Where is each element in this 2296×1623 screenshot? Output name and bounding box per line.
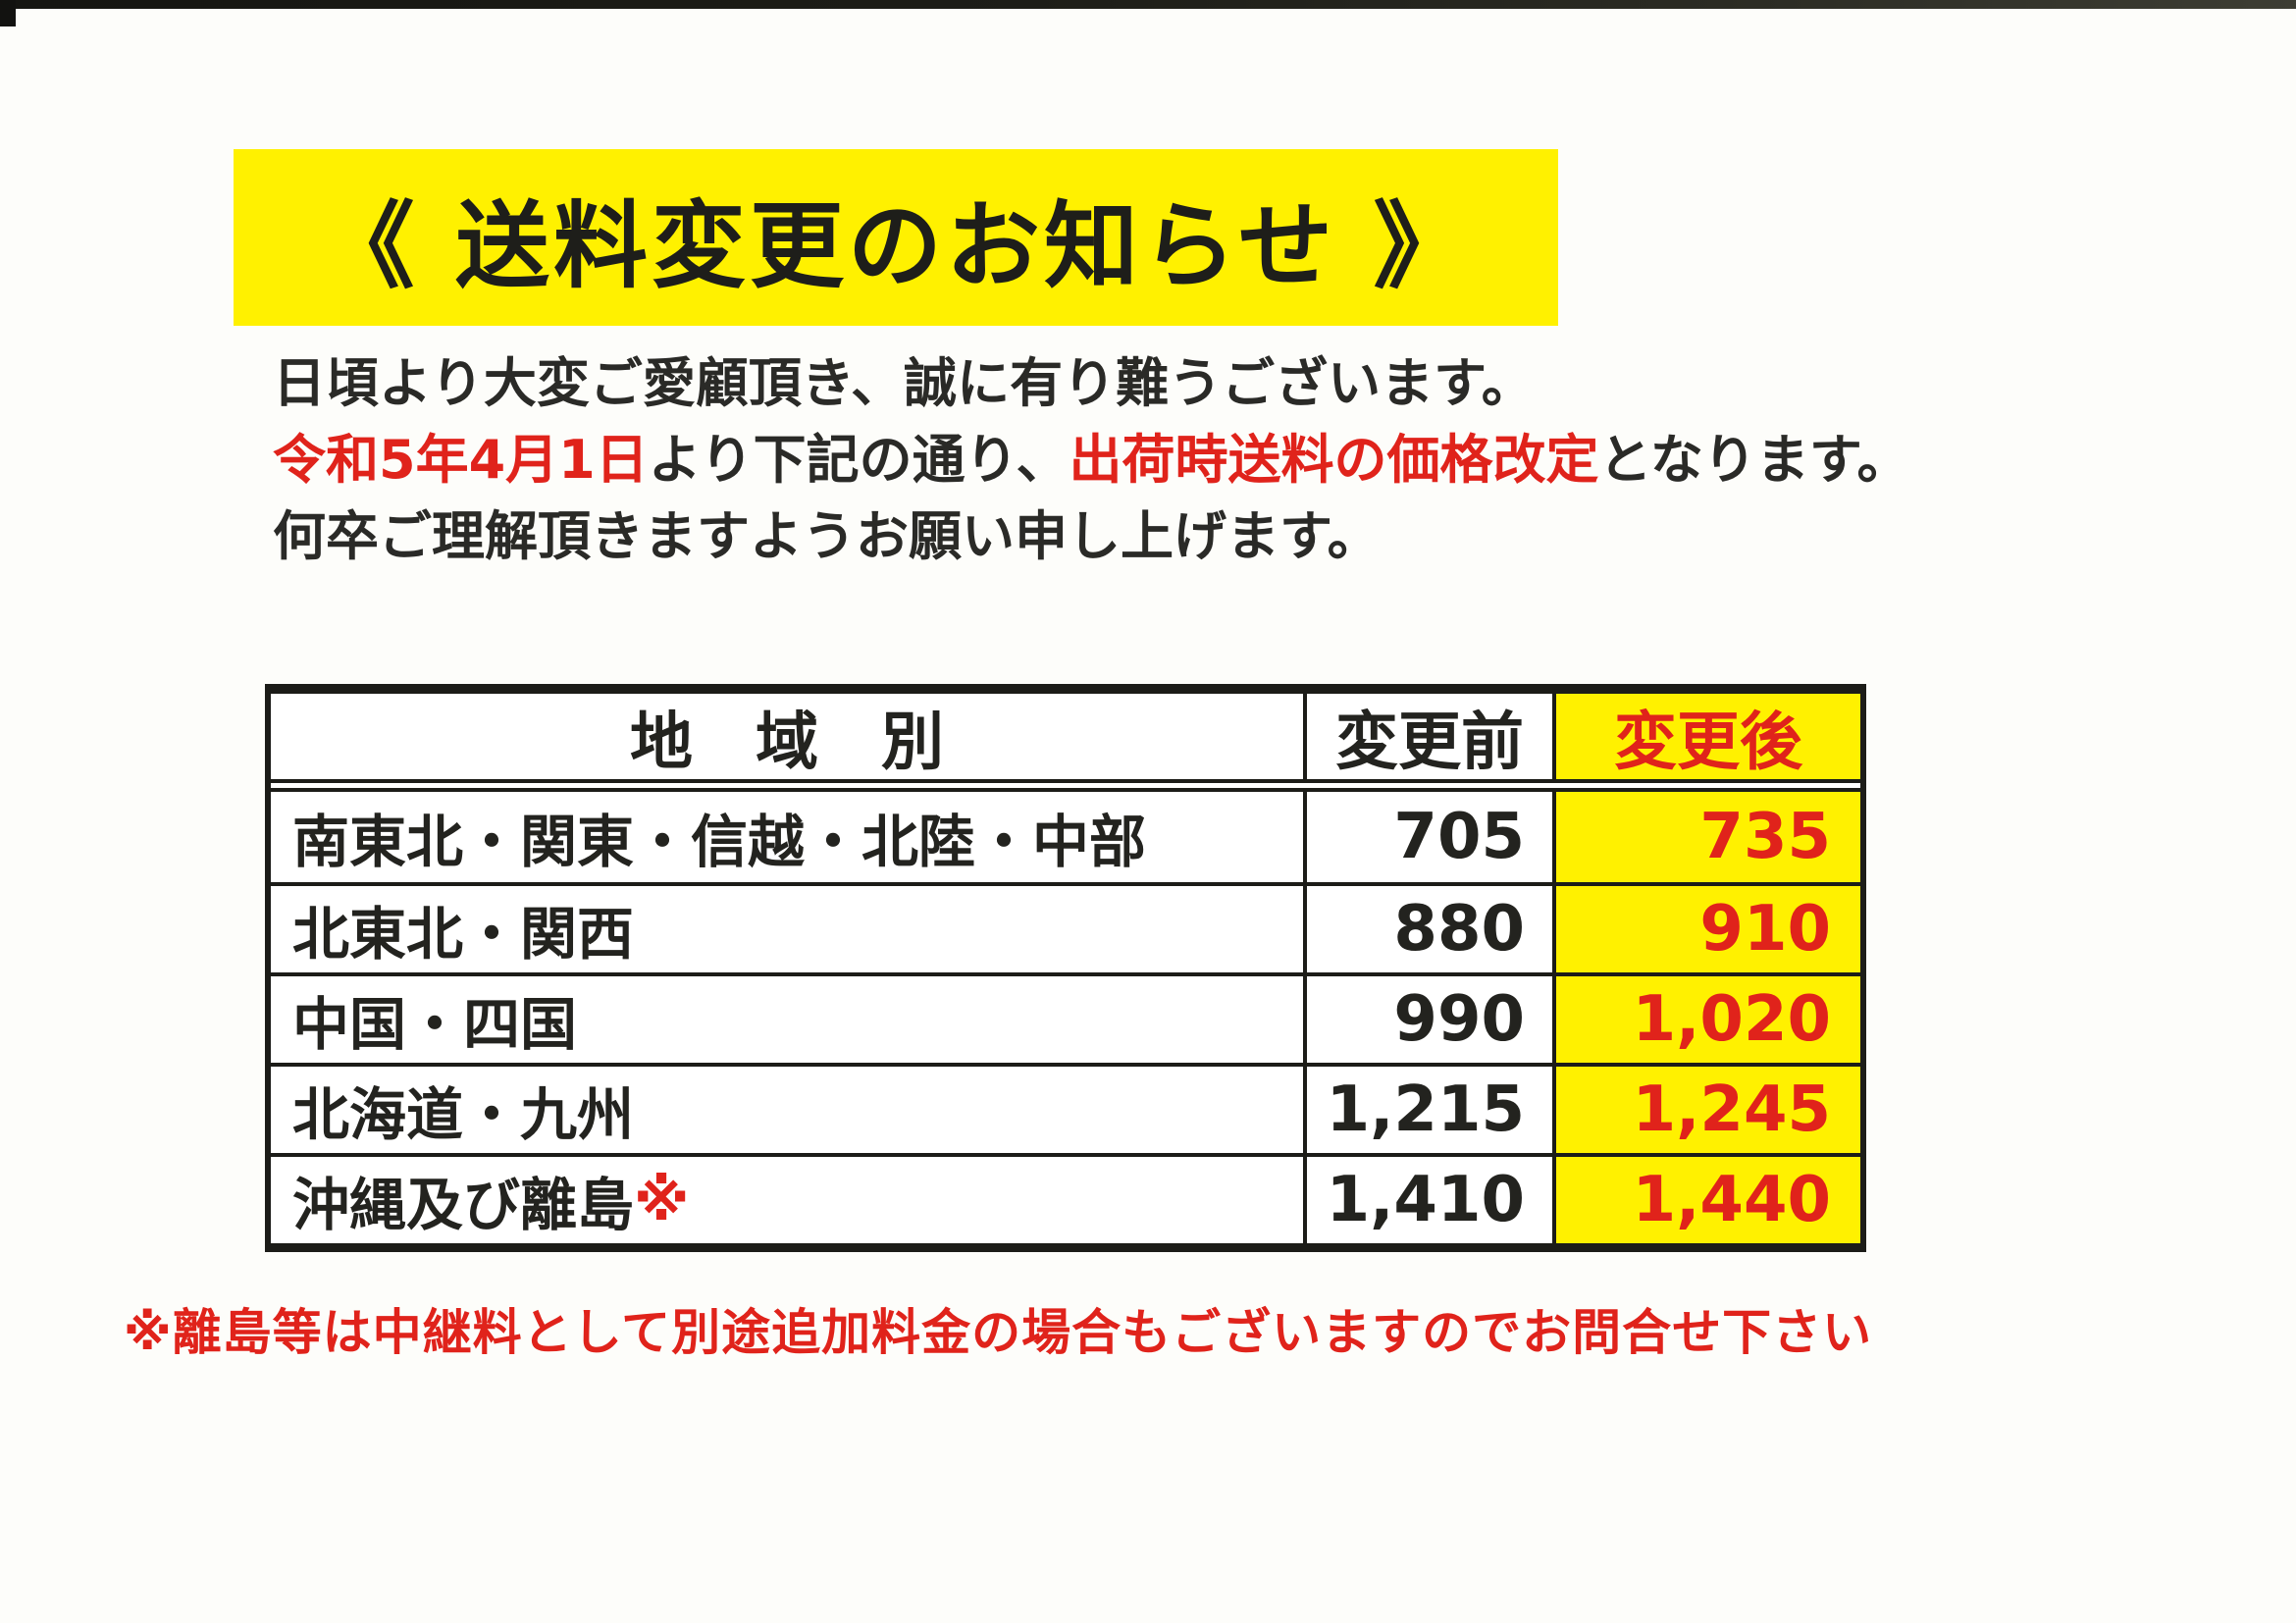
before-fee-cell: 990 <box>1303 976 1552 1063</box>
region-label: 北東北・関西 <box>292 901 635 968</box>
table-row: 南東北・関東・信越・北陸・中部 705 735 <box>271 792 1860 882</box>
region-footnote-mark: ※ <box>634 1167 690 1233</box>
intro-paragraph: 日頃より大変ご愛顧頂き、誠に有り難うございます。 令和5年4月1日より下記の通り… <box>273 345 1909 575</box>
effective-date-text: 令和5年4月1日 <box>273 429 649 491</box>
after-fee-cell: 910 <box>1552 886 1860 972</box>
intro-line-change: 令和5年4月1日より下記の通り、出荷時送料の価格改定となります。 <box>273 422 1909 498</box>
footnote-text: ※離島等は中継料として別途追加料金の場合もございますのでお問合せ下さい <box>124 1304 1873 1361</box>
region-label: 北海道・九州 <box>292 1081 635 1148</box>
table-row: 北海道・九州 1,215 1,245 <box>271 1063 1860 1153</box>
header-region: 地 域 別 <box>630 706 944 779</box>
tail-text: となります。 <box>1598 429 1910 491</box>
before-fee-cell: 705 <box>1303 792 1552 882</box>
region-cell: 北海道・九州 <box>271 1067 1303 1153</box>
intro-line-closing: 何卒ご理解頂きますようお願い申し上げます。 <box>273 498 1909 575</box>
region-cell: 中国・四国 <box>271 976 1303 1063</box>
scan-artifact-corner <box>0 0 16 26</box>
shipping-fee-table: 地 域 別 変更前 変更後 南東北・関東・信越・北陸・中部 705 735 北東… <box>265 684 1866 1252</box>
after-fee-cell: 1,245 <box>1552 1067 1860 1153</box>
before-fee-cell: 880 <box>1303 886 1552 972</box>
table-header-row: 地 域 別 変更前 変更後 <box>271 694 1860 792</box>
after-fee-cell: 735 <box>1552 792 1860 882</box>
header-after-change: 変更後 <box>1552 694 1860 779</box>
page-title: 《 送料変更のお知らせ 》 <box>320 190 1472 301</box>
header-before-change: 変更前 <box>1303 694 1552 779</box>
table-row: 中国・四国 990 1,020 <box>271 972 1860 1063</box>
region-label: 沖縄及び離島 <box>292 1172 635 1238</box>
region-cell: 北東北・関西 <box>271 886 1303 972</box>
table-row: 沖縄及び離島 ※ 1,410 1,440 <box>271 1153 1860 1243</box>
closing-text: 何卒ご理解頂きますようお願い申し上げます。 <box>273 505 1381 567</box>
greeting-text: 日頃より大変ご愛顧頂き、誠に有り難うございます。 <box>273 352 1535 414</box>
region-cell: 沖縄及び離島 ※ <box>271 1157 1303 1243</box>
after-fee-cell: 1,440 <box>1552 1157 1860 1243</box>
region-cell: 南東北・関東・信越・北陸・中部 <box>271 792 1303 882</box>
emphasis-text: 出荷時送料の価格改定 <box>1069 429 1599 491</box>
intro-line-greeting: 日頃より大変ご愛顧頂き、誠に有り難うございます。 <box>273 345 1909 422</box>
region-label: 中国・四国 <box>292 991 578 1058</box>
scan-artifact-top-edge <box>0 0 2296 9</box>
before-fee-cell: 1,215 <box>1303 1067 1552 1153</box>
after-fee-cell: 1,020 <box>1552 976 1860 1063</box>
region-label: 南東北・関東・信越・北陸・中部 <box>292 809 1147 875</box>
before-fee-cell: 1,410 <box>1303 1157 1552 1243</box>
title-banner: 《 送料変更のお知らせ 》 <box>234 149 1558 326</box>
middle-text: より下記の通り、 <box>648 429 1070 491</box>
table-row: 北東北・関西 880 910 <box>271 882 1860 972</box>
